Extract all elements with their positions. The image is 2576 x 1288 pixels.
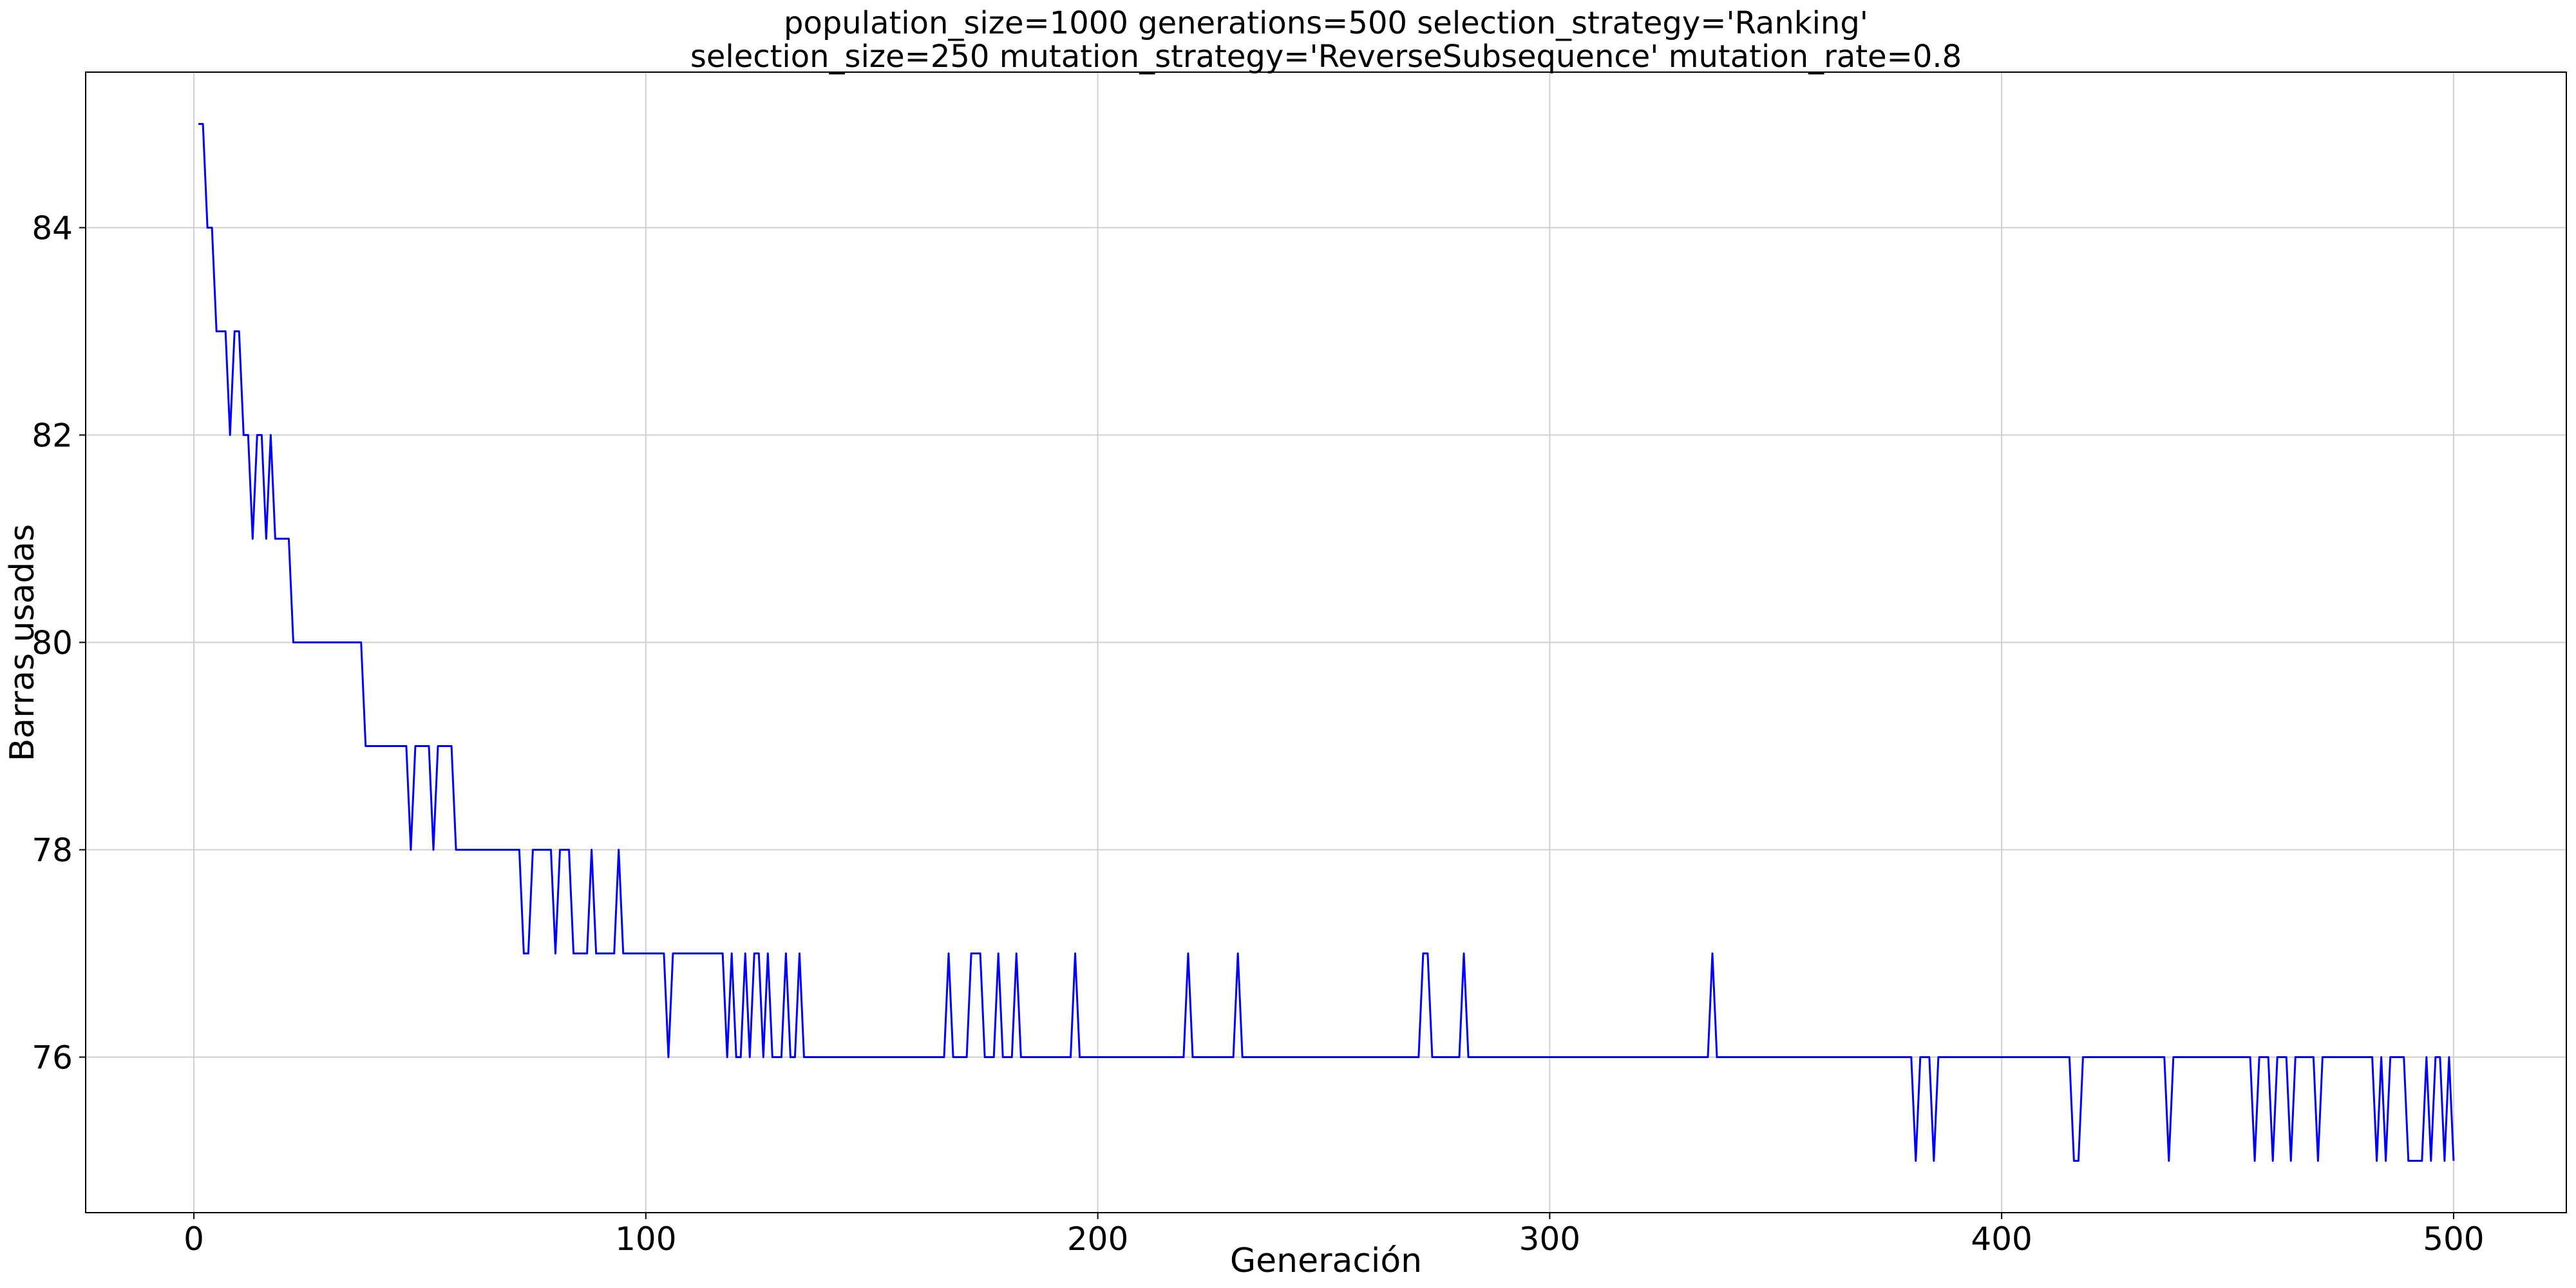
x-tick-label: 300 <box>1519 1220 1580 1258</box>
chart-title: population_size=1000 generations=500 sel… <box>784 5 1868 41</box>
chart-title: selection_size=250 mutation_strategy='Re… <box>690 39 1962 75</box>
y-axis-label: Barras usadas <box>3 524 42 762</box>
x-tick-label: 500 <box>2423 1220 2484 1258</box>
plot-frame <box>85 71 2567 1213</box>
x-tick-label: 400 <box>1971 1220 2032 1258</box>
y-tick-label: 76 <box>32 1039 73 1077</box>
y-tick-label: 78 <box>32 832 73 869</box>
x-tick-label: 100 <box>615 1220 676 1258</box>
data-line <box>198 123 2455 1162</box>
y-tick-label: 84 <box>32 210 73 247</box>
y-tick-label: 80 <box>32 625 73 662</box>
y-tick-label: 82 <box>32 417 73 455</box>
x-tick-label: 200 <box>1067 1220 1128 1258</box>
x-tick-label: 0 <box>184 1220 204 1258</box>
x-axis-label: Generación <box>1230 1242 1422 1280</box>
